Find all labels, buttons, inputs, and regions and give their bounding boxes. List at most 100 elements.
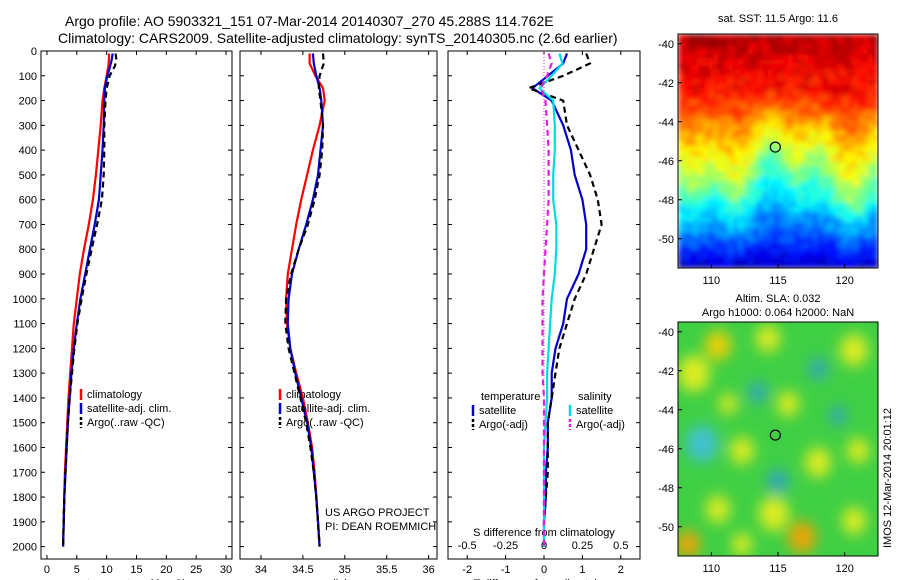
legend-header: salinity bbox=[578, 391, 612, 403]
sst-cell bbox=[788, 237, 794, 244]
sst-cell bbox=[873, 74, 878, 81]
sst-cell bbox=[818, 196, 824, 203]
sst-cell bbox=[783, 242, 789, 249]
sst-cell bbox=[838, 135, 844, 142]
sst-cell bbox=[713, 145, 719, 152]
sst-cell bbox=[678, 166, 684, 172]
sst-cell bbox=[803, 64, 809, 71]
sst-cell bbox=[798, 59, 804, 66]
sst-cell bbox=[858, 69, 864, 76]
sst-cell bbox=[783, 100, 789, 106]
sst-cell bbox=[873, 201, 878, 208]
sst-cell bbox=[853, 74, 859, 81]
sst-cell bbox=[693, 151, 699, 157]
sst-cell bbox=[843, 79, 849, 86]
sst-cell bbox=[678, 252, 684, 259]
sst-cell bbox=[718, 95, 724, 101]
sst-cell bbox=[758, 49, 764, 55]
sst-cell bbox=[723, 201, 729, 208]
sst-cell bbox=[713, 166, 719, 172]
sst-cell bbox=[838, 95, 844, 101]
sst-cell bbox=[783, 161, 789, 167]
sst-cell bbox=[723, 166, 729, 172]
sst-cell bbox=[858, 237, 864, 244]
sst-cell bbox=[788, 206, 794, 213]
sst-cell bbox=[773, 89, 779, 96]
sst-cell bbox=[863, 156, 869, 162]
sst-cell bbox=[683, 74, 689, 81]
sst-cell bbox=[823, 242, 829, 249]
sst-cell bbox=[683, 181, 689, 188]
sst-cell bbox=[858, 247, 864, 254]
depth-tick-label: 2000 bbox=[13, 542, 37, 554]
sst-cell bbox=[828, 212, 834, 218]
sst-cell bbox=[778, 130, 784, 137]
sst-cell bbox=[813, 217, 819, 223]
sst-cell bbox=[853, 54, 859, 61]
sst-cell bbox=[788, 84, 794, 91]
sst-cell bbox=[708, 49, 714, 55]
sst-cell bbox=[818, 257, 824, 264]
sst-cell bbox=[758, 151, 764, 157]
sla-map-ytick-label: -40 bbox=[658, 327, 674, 339]
sst-cell bbox=[848, 39, 854, 45]
sst-cell bbox=[758, 145, 764, 152]
sst-cell bbox=[788, 59, 794, 66]
sst-cell bbox=[713, 110, 719, 116]
sst-cell bbox=[733, 156, 739, 162]
sst-cell bbox=[813, 34, 819, 40]
sst-cell bbox=[753, 89, 759, 96]
sst-cell bbox=[808, 186, 814, 193]
sst-cell bbox=[783, 227, 789, 233]
sst-cell bbox=[838, 156, 844, 162]
depth-tick-label: 200 bbox=[19, 96, 37, 108]
sst-cell bbox=[693, 242, 699, 249]
sst-cell bbox=[683, 237, 689, 244]
sst-cell bbox=[768, 166, 774, 172]
sst-cell bbox=[773, 84, 779, 91]
sst-cell bbox=[833, 145, 839, 152]
sst-cell bbox=[808, 34, 814, 40]
sst-cell bbox=[708, 69, 714, 76]
sst-cell bbox=[748, 140, 754, 147]
sst-cell bbox=[748, 217, 754, 223]
sst-cell bbox=[743, 227, 749, 233]
sst-cell bbox=[703, 140, 709, 147]
sst-cell bbox=[738, 64, 744, 71]
sst-cell bbox=[793, 257, 799, 264]
sal-xtick-label: 34.5 bbox=[292, 564, 313, 576]
sst-cell bbox=[743, 156, 749, 162]
sst-cell bbox=[843, 227, 849, 233]
sst-cell bbox=[723, 135, 729, 142]
sst-map-xtick-label: 115 bbox=[769, 275, 787, 287]
sst-cell bbox=[733, 222, 739, 228]
sst-cell bbox=[863, 171, 869, 178]
sst-cell bbox=[818, 201, 824, 208]
sst-cell bbox=[843, 120, 849, 127]
sst-cell bbox=[863, 237, 869, 244]
sst-cell bbox=[823, 95, 829, 101]
sst-cell bbox=[868, 232, 874, 239]
sst-cell bbox=[868, 206, 874, 213]
sst-cell bbox=[698, 140, 704, 147]
sst-cell bbox=[803, 222, 809, 228]
legend-label: climatology bbox=[286, 389, 342, 401]
sst-cell bbox=[808, 217, 814, 223]
sst-cell bbox=[678, 156, 684, 162]
sst-cell bbox=[733, 115, 739, 122]
sst-cell bbox=[728, 156, 734, 162]
sst-cell bbox=[708, 54, 714, 61]
sst-cell bbox=[708, 39, 714, 45]
sst-cell bbox=[768, 140, 774, 147]
sst-cell bbox=[843, 252, 849, 259]
sst-cell bbox=[863, 191, 869, 198]
sst-cell bbox=[703, 84, 709, 91]
sst-cell bbox=[793, 171, 799, 178]
sst-cell bbox=[778, 217, 784, 223]
sst-cell bbox=[708, 222, 714, 228]
sst-cell bbox=[813, 156, 819, 162]
sst-cell bbox=[813, 120, 819, 127]
sst-cell bbox=[838, 232, 844, 239]
sst-cell bbox=[688, 186, 694, 193]
sst-cell bbox=[813, 262, 819, 268]
